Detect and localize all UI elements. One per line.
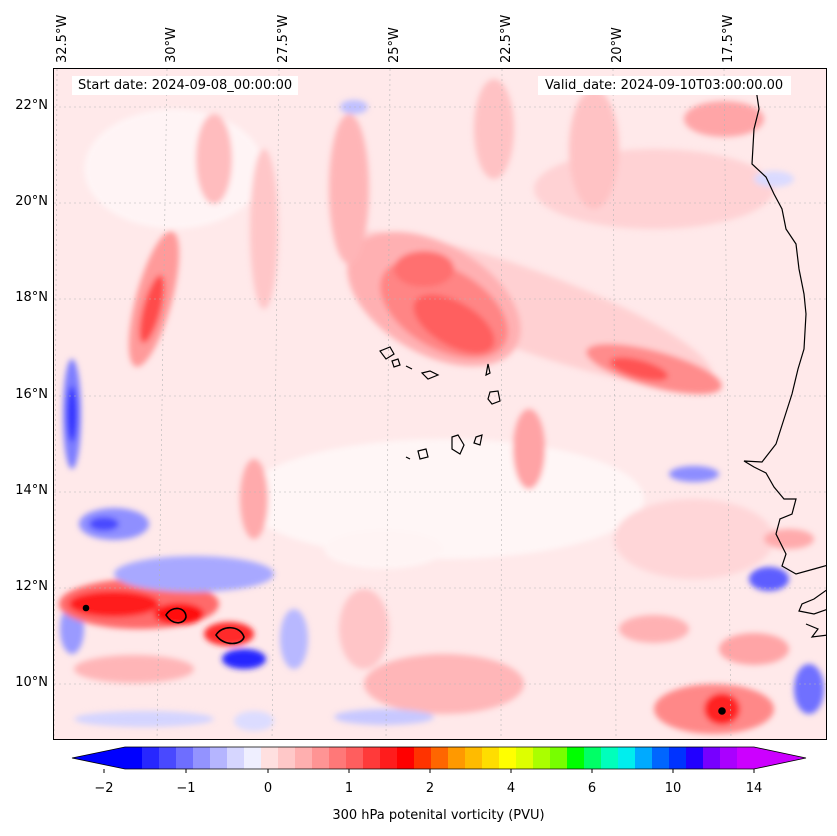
africa-coastline-south bbox=[798, 589, 826, 638]
colorbar-tick-label: 0 bbox=[263, 781, 273, 796]
colorbar-swatch bbox=[669, 747, 687, 769]
africa-coastline bbox=[743, 88, 826, 575]
map-panel[interactable] bbox=[53, 68, 827, 740]
colorbar-swatch bbox=[244, 747, 262, 769]
cape-verde-islands bbox=[379, 346, 501, 460]
colorbar-swatch bbox=[295, 747, 313, 769]
colorbar-swatch bbox=[142, 747, 160, 769]
lat-label-18n: 18°N bbox=[15, 290, 48, 305]
colorbar-swatch bbox=[499, 747, 517, 769]
colorbar-tick-label: 1 bbox=[344, 781, 354, 796]
colorbar-outline bbox=[71, 746, 807, 770]
colorbar-swatch bbox=[278, 747, 296, 769]
colorbar-swatch bbox=[533, 747, 551, 769]
colorbar-swatch bbox=[737, 747, 755, 769]
colorbar-tick-label: 6 bbox=[587, 781, 597, 796]
colorbar-swatch bbox=[618, 747, 636, 769]
lat-label-20n: 20°N bbox=[15, 194, 48, 209]
start-date-label: Start date: 2024-09-08_00:00:00 bbox=[72, 76, 299, 95]
colorbar-tick-label: 10 bbox=[664, 781, 682, 796]
colorbar-swatch bbox=[482, 747, 500, 769]
colorbar-swatch bbox=[567, 747, 585, 769]
colorbar-swatch bbox=[601, 747, 619, 769]
colorbar-swatch bbox=[159, 747, 177, 769]
colorbar-swatch bbox=[363, 747, 381, 769]
graticule bbox=[54, 69, 826, 739]
valid-date-label: Valid_date: 2024-09-10T03:00:00.00 bbox=[538, 76, 792, 95]
colorbar-tick-label: 2 bbox=[425, 781, 435, 796]
colorbar-swatch bbox=[414, 747, 432, 769]
colorbar-swatch bbox=[210, 747, 228, 769]
colorbar-swatch bbox=[584, 747, 602, 769]
colorbar-swatch bbox=[125, 747, 143, 769]
colorbar-swatch bbox=[635, 747, 653, 769]
colorbar-swatch bbox=[380, 747, 398, 769]
colorbar-swatch bbox=[703, 747, 721, 769]
lat-label-22n: 22°N bbox=[15, 98, 48, 113]
colorbar-tick-label: 4 bbox=[506, 781, 516, 796]
lat-label-10n: 10°N bbox=[15, 675, 48, 690]
colorbar-swatch bbox=[720, 747, 738, 769]
lat-label-14n: 14°N bbox=[15, 483, 48, 498]
colorbar-swatch bbox=[652, 747, 670, 769]
colorbar-extend-high bbox=[754, 747, 806, 769]
colorbar-swatch bbox=[176, 747, 194, 769]
colorbar-swatch bbox=[448, 747, 466, 769]
colorbar-swatch bbox=[193, 747, 211, 769]
lat-label-16n: 16°N bbox=[15, 387, 48, 402]
colorbar-tick-label: −2 bbox=[94, 781, 114, 796]
lat-label-12n: 12°N bbox=[15, 579, 48, 594]
colorbar-swatch bbox=[397, 747, 415, 769]
colorbar-swatch bbox=[312, 747, 330, 769]
pv-shading bbox=[59, 79, 824, 734]
colorbar-swatch bbox=[346, 747, 364, 769]
colorbar-extend-low bbox=[72, 747, 125, 769]
colorbar-tick-label: 14 bbox=[745, 781, 763, 796]
colorbar-swatch bbox=[550, 747, 568, 769]
colorbar-label: 300 hPa potenital vorticity (PVU) bbox=[332, 808, 545, 823]
colorbar-tick-label: −1 bbox=[176, 781, 196, 796]
colorbar-swatch bbox=[227, 747, 245, 769]
colorbar-swatch bbox=[431, 747, 449, 769]
pv-field-map bbox=[54, 69, 826, 739]
colorbar-swatch bbox=[261, 747, 279, 769]
colorbar-swatch bbox=[686, 747, 704, 769]
pv-contours bbox=[82, 604, 726, 715]
colorbar-swatch bbox=[465, 747, 483, 769]
colorbar-swatch bbox=[516, 747, 534, 769]
colorbar-swatch bbox=[329, 747, 347, 769]
